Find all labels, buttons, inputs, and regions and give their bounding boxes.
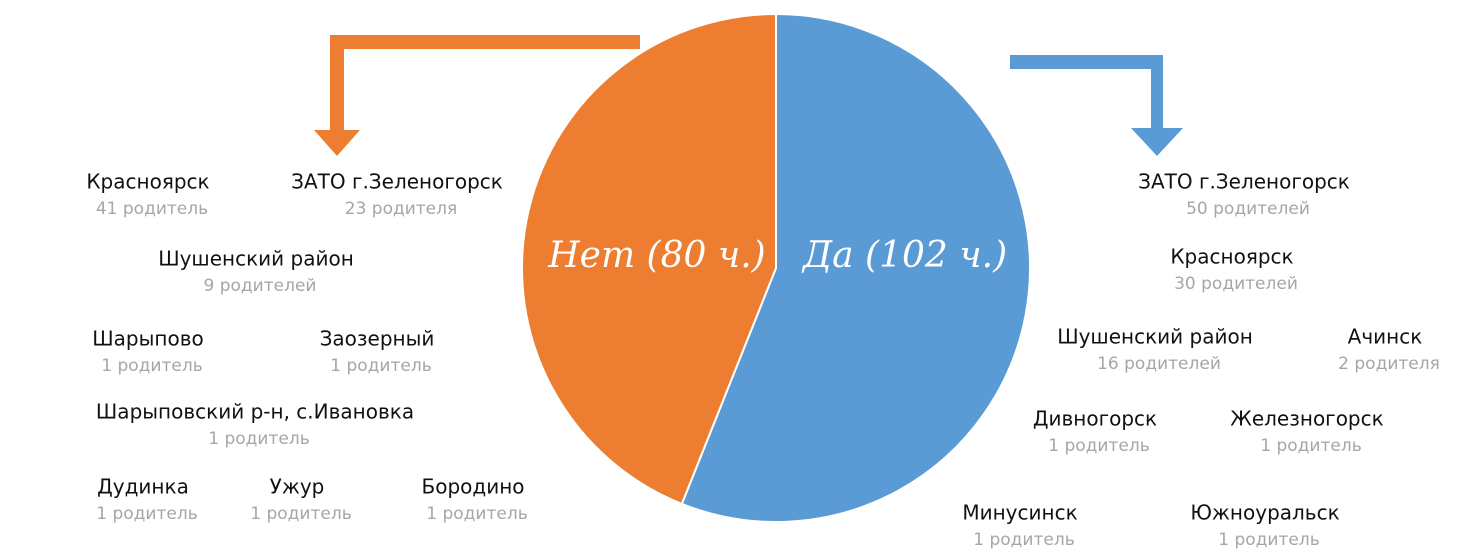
parent-count: 1 родитель: [101, 356, 202, 376]
city-name: Дудинка: [97, 475, 189, 499]
city-name: Красноярск: [86, 170, 209, 194]
parent-count: 2 родителя: [1338, 354, 1440, 374]
parent-count: 23 родителя: [345, 199, 457, 219]
city-name: Бородино: [421, 475, 524, 499]
city-name: Заозерный: [320, 327, 435, 351]
pie-slice: [521, 12, 777, 506]
parent-count: 1 родитель: [208, 429, 309, 449]
parent-count: 1 родитель: [250, 504, 351, 524]
pie: [521, 12, 1031, 523]
city-name: Ачинск: [1348, 325, 1423, 349]
parent-count: 16 родителей: [1097, 354, 1221, 374]
arrow-left: [314, 35, 640, 156]
slice-label: Нет (80 ч.): [547, 235, 765, 276]
city-name: Шарыповский р-н, с.Ивановка: [96, 400, 414, 424]
city-name: Красноярск: [1170, 245, 1293, 269]
arrow-right: [1010, 55, 1183, 156]
parent-count: 41 родитель: [96, 199, 208, 219]
city-name: Шушенский район: [158, 247, 354, 271]
parent-count: 9 родителей: [204, 276, 317, 296]
city-name: Южноуральск: [1190, 501, 1339, 525]
parent-count: 1 родитель: [1048, 436, 1149, 456]
city-name: Шушенский район: [1057, 325, 1253, 349]
city-name: Дивногорск: [1033, 407, 1157, 431]
parent-count: 1 родитель: [96, 504, 197, 524]
parent-count: 1 родитель: [973, 530, 1074, 549]
slice-label: Да (102 ч.): [801, 235, 1007, 276]
city-name: ЗАТО г.Зеленогорск: [291, 170, 503, 194]
parent-count: 1 родитель: [426, 504, 527, 524]
parent-count: 1 родитель: [1218, 530, 1319, 549]
city-name: Ужур: [270, 475, 325, 499]
parent-count: 50 родителей: [1186, 199, 1310, 219]
city-name: Железногорск: [1230, 407, 1383, 431]
pie-slice: [680, 12, 1031, 523]
city-name: ЗАТО г.Зеленогорск: [1138, 170, 1350, 194]
parent-count: 1 родитель: [1260, 436, 1361, 456]
parent-count: 1 родитель: [330, 356, 431, 376]
city-name: Минусинск: [962, 501, 1077, 525]
parent-count: 30 родителей: [1174, 274, 1298, 294]
city-name: Шарыпово: [92, 327, 203, 351]
